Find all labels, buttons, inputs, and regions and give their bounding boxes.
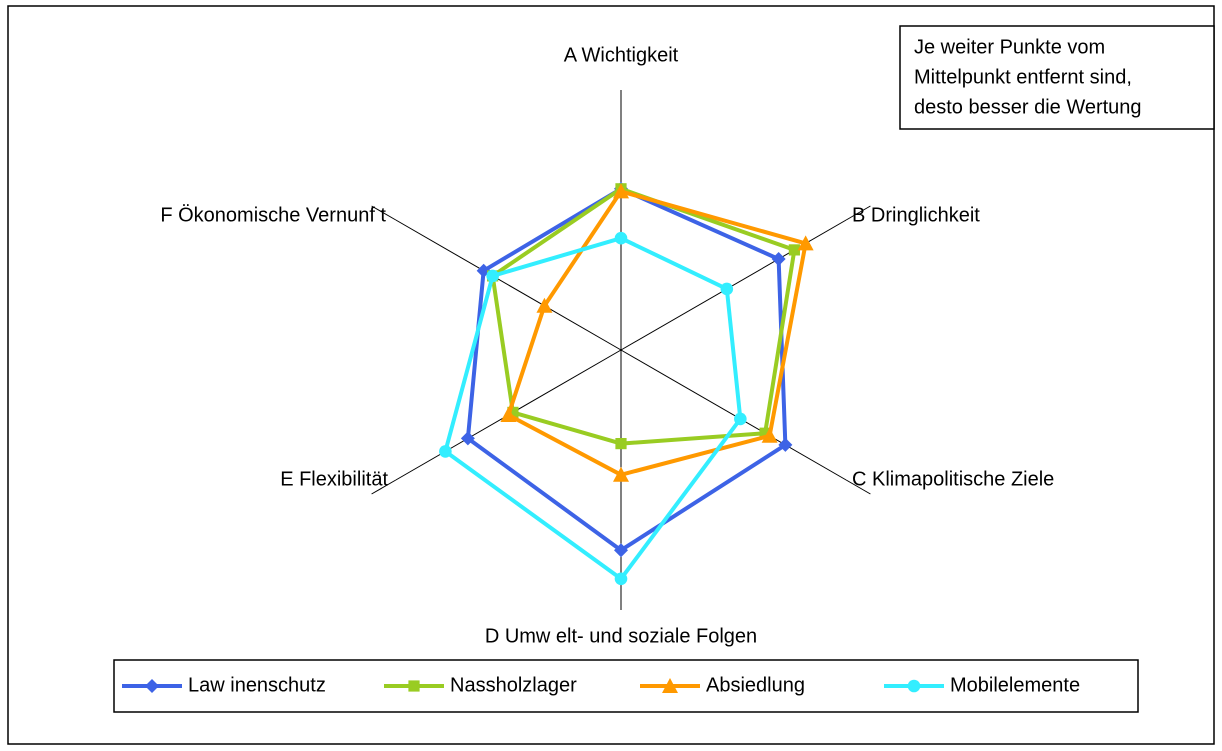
legend-box bbox=[113, 659, 1139, 713]
leader bbox=[371, 479, 397, 495]
marker bbox=[439, 445, 452, 458]
marker bbox=[145, 679, 159, 693]
marker bbox=[778, 437, 793, 452]
series bbox=[439, 231, 747, 586]
axis-label: D Umw elt- und soziale Folgen bbox=[485, 625, 757, 647]
leader bbox=[371, 205, 397, 221]
marker bbox=[734, 412, 747, 426]
marker bbox=[408, 680, 420, 692]
marker bbox=[536, 297, 553, 313]
spoke bbox=[395, 219, 622, 351]
marker bbox=[797, 235, 814, 251]
legend-label: Law inenschutz bbox=[188, 674, 326, 696]
annotation-line: Mittelpunkt entfernt sind, bbox=[914, 66, 1132, 88]
marker bbox=[614, 572, 628, 586]
annotation-line: desto besser die Wertung bbox=[914, 96, 1142, 118]
marker bbox=[907, 679, 921, 693]
axis-label: B Dringlichkeit bbox=[852, 204, 980, 226]
axis-label: E Flexibilität bbox=[280, 468, 388, 490]
annotation-box bbox=[899, 25, 1215, 130]
marker bbox=[614, 543, 628, 558]
marker bbox=[460, 431, 475, 446]
leader bbox=[845, 479, 871, 495]
axis-label: A Wichtigkeit bbox=[564, 44, 679, 66]
legend-label: Nassholzlager bbox=[450, 674, 577, 696]
marker bbox=[507, 406, 519, 418]
leader bbox=[845, 205, 871, 221]
marker bbox=[788, 244, 800, 256]
marker bbox=[613, 183, 629, 199]
axis-label: C Klimapolitische Ziele bbox=[852, 468, 1054, 490]
series bbox=[500, 183, 814, 482]
marker bbox=[759, 427, 771, 439]
marker bbox=[613, 466, 629, 482]
marker bbox=[771, 252, 786, 266]
marker bbox=[500, 407, 517, 422]
marker bbox=[486, 269, 499, 283]
marker bbox=[614, 231, 628, 245]
marker bbox=[662, 678, 678, 693]
marker bbox=[615, 438, 627, 450]
legend-label: Mobilelemente bbox=[950, 674, 1080, 696]
axis-label: F Ökonomische Vernunf t bbox=[160, 204, 386, 226]
annotation-line: Je weiter Punkte vom bbox=[914, 36, 1105, 58]
spoke bbox=[620, 349, 847, 481]
marker bbox=[720, 282, 734, 296]
legend-label: Absiedlung bbox=[706, 674, 805, 696]
marker bbox=[761, 427, 778, 443]
